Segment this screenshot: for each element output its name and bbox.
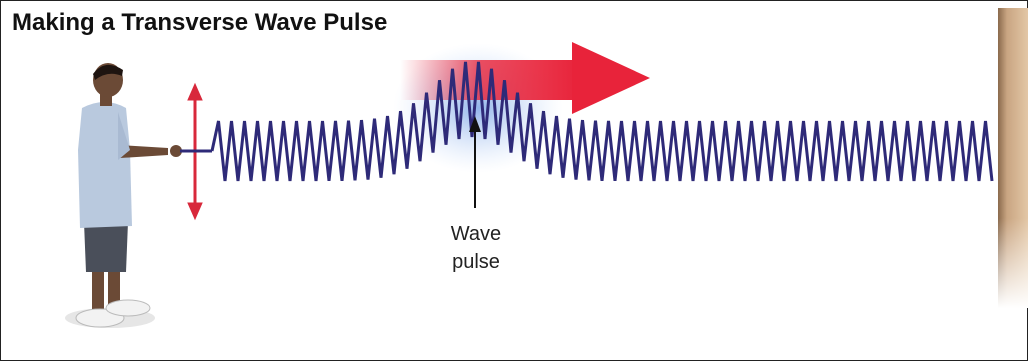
title: Making a Transverse Wave Pulse [12, 9, 387, 36]
shorts [84, 222, 128, 272]
diagram: Making a Transverse Wave Pulse Wave puls… [0, 0, 1028, 361]
leg [92, 268, 104, 313]
label-line: Wave [451, 223, 501, 245]
wall-fade [998, 8, 1028, 308]
shoe [106, 300, 150, 316]
shirt [78, 102, 132, 228]
label-line: pulse [452, 251, 500, 273]
